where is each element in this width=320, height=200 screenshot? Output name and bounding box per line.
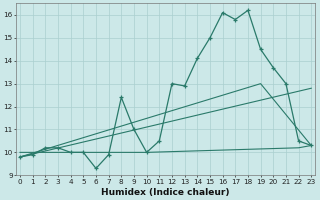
X-axis label: Humidex (Indice chaleur): Humidex (Indice chaleur)	[101, 188, 230, 197]
